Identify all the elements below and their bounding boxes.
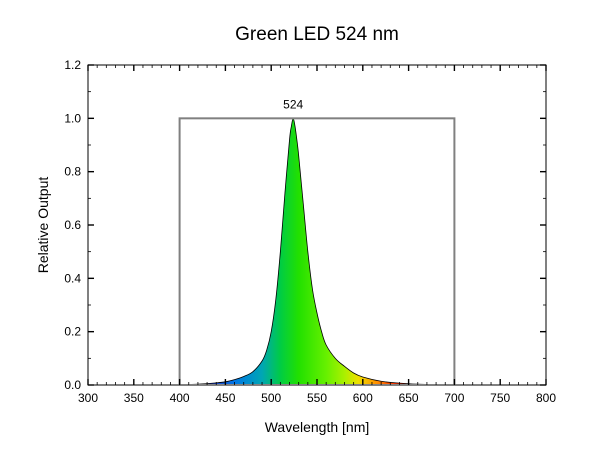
y-tick-label: 0.0 [64, 378, 81, 392]
y-tick-label: 1.0 [64, 111, 81, 125]
y-axis-ticks: 0.0 0.2 0.4 0.6 0.8 1.0 1.2 [64, 58, 546, 392]
x-tick-label: 600 [353, 391, 373, 405]
x-tick-label: 700 [444, 391, 464, 405]
x-tick-label: 300 [78, 391, 98, 405]
spectrum-area [179, 118, 455, 385]
x-tick-label: 400 [170, 391, 190, 405]
x-tick-label: 350 [124, 391, 144, 405]
y-tick-label: 0.8 [64, 165, 81, 179]
y-tick-label: 0.2 [64, 325, 81, 339]
y-tick-label: 1.2 [64, 58, 81, 72]
x-axis-label: Wavelength [nm] [265, 419, 370, 435]
x-tick-label: 650 [399, 391, 419, 405]
x-tick-label: 550 [307, 391, 327, 405]
peak-annotation: 524 [283, 97, 303, 111]
y-tick-label: 0.4 [64, 271, 81, 285]
chart-title: Green LED 524 nm [235, 24, 399, 45]
x-tick-label: 750 [490, 391, 510, 405]
y-tick-label: 0.6 [64, 218, 81, 232]
x-axis-ticks: 300 350 400 450 500 550 600 650 700 750 800 [78, 65, 556, 405]
y-axis-label: Relative Output [35, 177, 51, 274]
spectrum-curve [179, 117, 455, 386]
x-tick-label: 450 [215, 391, 235, 405]
x-tick-label: 800 [536, 391, 556, 405]
x-tick-label: 500 [261, 391, 281, 405]
